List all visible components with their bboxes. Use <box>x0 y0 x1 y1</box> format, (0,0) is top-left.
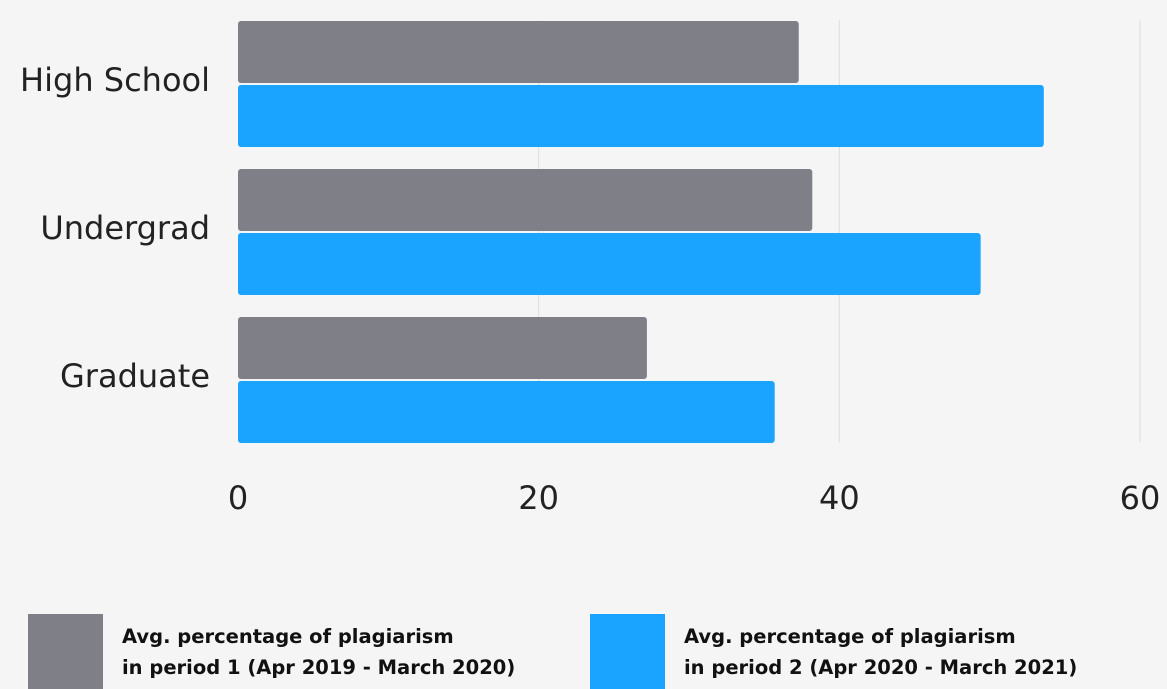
x-tick-label-60: 60 <box>1120 479 1161 517</box>
y-category-label-high-school: High School <box>20 61 210 99</box>
legend-label-period-1-line-2: in period 1 (Apr 2019 - March 2020) <box>122 655 516 679</box>
legend-label-period-1: Avg. percentage of plagiarism in period … <box>122 621 515 683</box>
x-tick-label-40: 40 <box>819 479 860 517</box>
legend-label-period-2-line-1: Avg. percentage of plagiarism <box>684 624 1016 648</box>
legend-item-period-2: Avg. percentage of plagiarism in period … <box>590 614 1077 689</box>
bar-graduate-period-1 <box>238 317 647 379</box>
bar-undergrad-period-2 <box>238 233 981 295</box>
bar-chart-svg: 0 20 40 60 High School Undergrad Graduate <box>20 20 1161 517</box>
bar-high-school-period-1 <box>238 21 799 83</box>
legend-label-period-2: Avg. percentage of plagiarism in period … <box>684 621 1077 683</box>
legend-swatch-period-2 <box>590 614 665 689</box>
x-tick-label-20: 20 <box>518 479 559 517</box>
bar-undergrad-period-1 <box>238 169 813 231</box>
x-tick-label-0: 0 <box>228 479 248 517</box>
bar-high-school-period-2 <box>238 85 1044 147</box>
legend-label-period-1-line-1: Avg. percentage of plagiarism <box>122 624 454 648</box>
legend-item-period-1: Avg. percentage of plagiarism in period … <box>28 614 515 689</box>
legend-swatch-period-1 <box>28 614 103 689</box>
y-category-label-undergrad: Undergrad <box>40 209 210 247</box>
legend-label-period-2-line-2: in period 2 (Apr 2020 - March 2021) <box>684 655 1078 679</box>
bar-graduate-period-2 <box>238 381 775 443</box>
y-category-label-graduate: Graduate <box>60 357 210 395</box>
